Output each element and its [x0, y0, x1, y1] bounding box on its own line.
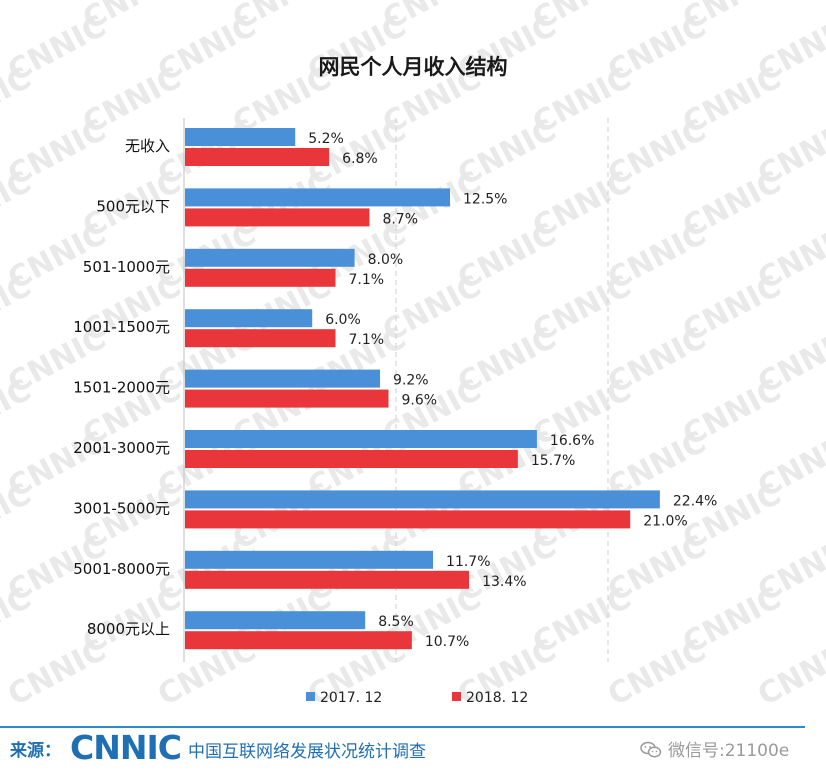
data-label: 13.4% [482, 574, 526, 590]
category-label: 8000元以上 [87, 620, 170, 638]
data-label: 21.0% [643, 513, 687, 529]
category-label: 3001-5000元 [73, 499, 170, 517]
legend-swatch [306, 692, 315, 701]
category-label: 500元以下 [96, 197, 170, 215]
bar-2018 [185, 268, 336, 287]
category-label: 1001-1500元 [73, 318, 170, 336]
bar-2018 [185, 208, 370, 227]
bars [185, 128, 660, 650]
source-organization: 中国互联网络发展状况统计调查 [188, 742, 426, 762]
income-bar-chart: 网民个人月收入结构 无收入 5.2% 6.8% 500元以下 12.5% 8.7% 501-… [73, 55, 717, 706]
data-label: 22.4% [673, 493, 717, 509]
data-label: 8.7% [382, 211, 418, 227]
data-label: 15.7% [531, 453, 575, 469]
data-label: 7.1% [349, 272, 385, 288]
data-label: 8.0% [368, 252, 404, 268]
category-label: 1501-2000元 [73, 379, 170, 397]
data-label: 16.6% [550, 433, 594, 449]
category-label: 2001-3000元 [73, 439, 170, 457]
data-label: 12.5% [463, 191, 507, 207]
legend-label: 2017. 12 [320, 690, 382, 706]
bar-2018 [185, 329, 336, 348]
bar-2017 [185, 430, 537, 448]
category-label: 无收入 [125, 137, 170, 155]
data-label: 9.6% [402, 393, 438, 409]
chart-title: 网民个人月收入结构 [319, 55, 508, 79]
bar-2017 [185, 490, 660, 509]
bar-2017 [185, 369, 381, 388]
bar-2017 [185, 188, 450, 207]
footer-divider [0, 726, 805, 728]
bar-2017 [185, 248, 355, 267]
data-label: 8.5% [378, 614, 414, 630]
bar-2018 [185, 510, 631, 529]
bar-2018 [185, 570, 470, 589]
legend-swatch [452, 692, 461, 701]
data-label: 7.1% [349, 332, 385, 348]
data-label: 6.0% [325, 312, 361, 328]
category-label: 5001-8000元 [73, 560, 170, 578]
bar-2018 [185, 148, 330, 166]
cnnic-logo: CNNIC [70, 728, 182, 767]
data-label: 9.2% [393, 373, 429, 389]
bar-2018 [185, 450, 518, 468]
data-label: 6.8% [342, 151, 378, 167]
legend: 2017. 12 2018. 12 [306, 690, 528, 706]
bar-2017 [185, 550, 434, 569]
data-label: 10.7% [425, 634, 469, 650]
data-label: 11.7% [446, 554, 490, 570]
bar-2018 [185, 631, 412, 650]
wechat-icon [640, 741, 662, 758]
bar-2017 [185, 128, 296, 146]
bar-2017 [185, 611, 366, 630]
wechat-id: 微信号:21100e [668, 741, 790, 761]
category-label: 501-1000元 [83, 258, 170, 276]
bar-2018 [185, 389, 389, 408]
legend-label: 2018. 12 [466, 690, 528, 706]
labels: 无收入 5.2% 6.8% 500元以下 12.5% 8.7% 501-1000元 8.0% 7… [73, 131, 717, 650]
source-label: 来源： [10, 741, 61, 761]
footer: 来源： CNNIC 中国互联网络发展状况统计调查 微信号:21100e [0, 722, 826, 781]
wechat-watermark: 微信号:21100e [640, 736, 820, 762]
bar-2017 [185, 309, 313, 328]
data-label: 5.2% [308, 131, 344, 147]
